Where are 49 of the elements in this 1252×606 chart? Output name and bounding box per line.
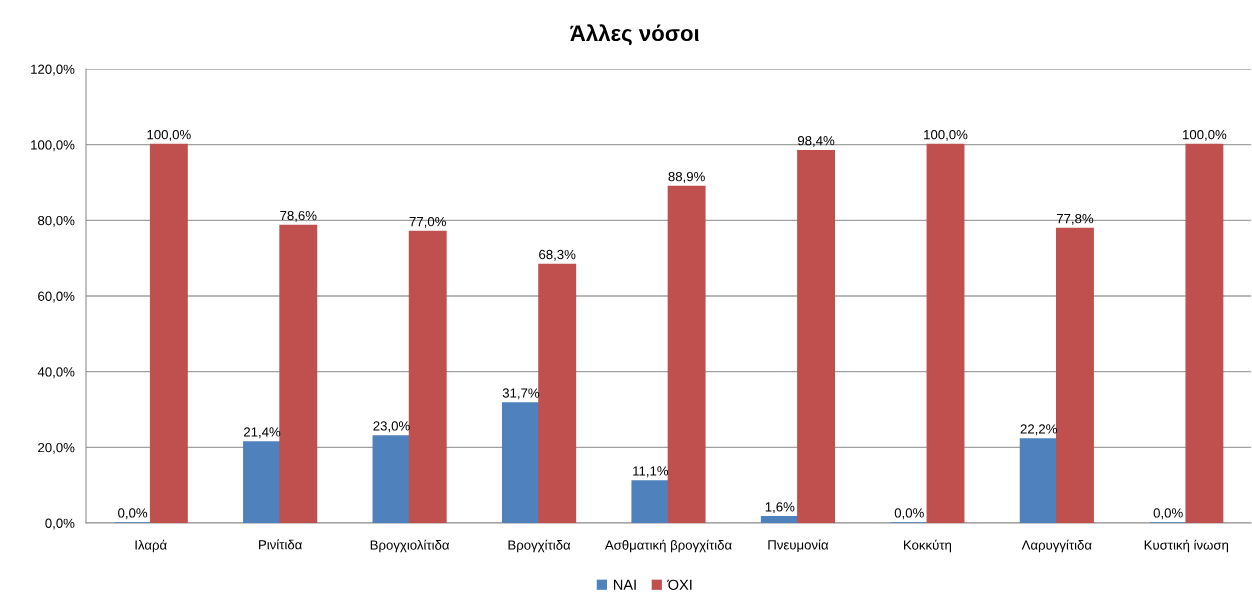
legend-label: ΝΑΙ <box>613 579 636 590</box>
bar <box>631 480 670 523</box>
legend-label: ΌΧΙ <box>667 579 692 590</box>
bar <box>1185 143 1224 523</box>
data-label: 0,0% <box>894 508 924 520</box>
data-label: 31,7% <box>502 388 540 400</box>
bar <box>926 143 965 523</box>
x-tick-label: Βρογχίτιδα <box>508 539 571 553</box>
bar <box>279 224 318 523</box>
chart-title: Άλλες νόσοι <box>570 24 699 46</box>
x-tick-label: Ιλαρά <box>135 539 167 553</box>
y-tick-label: 80,0% <box>38 215 75 227</box>
bar <box>667 185 706 523</box>
x-tick-label: Ασθματική βρογχίτιδα <box>604 539 732 553</box>
bar <box>372 435 411 523</box>
data-label: 88,9% <box>668 171 705 183</box>
data-label: 0,0% <box>118 508 148 520</box>
data-label: 100,0% <box>1183 129 1227 141</box>
data-label: 0,0% <box>1153 508 1183 520</box>
data-label: 1,6% <box>765 502 795 514</box>
bar <box>1055 227 1094 523</box>
x-tick-label: Πνευμονία <box>768 539 829 552</box>
bar <box>243 441 282 523</box>
x-tick-label: Κοκκύτη <box>904 539 951 553</box>
data-label: 68,3% <box>539 249 576 261</box>
data-label: 78,6% <box>280 210 317 222</box>
y-tick-label: 120,0% <box>31 64 75 76</box>
bar <box>149 143 188 523</box>
data-label: 100,0% <box>147 129 191 141</box>
data-label: 100,0% <box>924 129 968 141</box>
bar <box>1019 438 1058 523</box>
bar <box>797 149 836 523</box>
x-tick-label: Βρογχιολίτιδα <box>370 539 450 553</box>
x-tick-label: Ρινίτιδα <box>259 539 302 550</box>
data-label: 98,4% <box>797 135 835 147</box>
data-label: 11,1% <box>633 466 669 478</box>
y-tick-label: 20,0% <box>38 442 75 454</box>
data-label: 77,8% <box>1056 213 1094 225</box>
y-tick-label: 0,0% <box>45 518 75 530</box>
y-tick-label: 100,0% <box>31 140 75 152</box>
y-tick-label: 40,0% <box>37 367 75 379</box>
x-tick-label: Λαρυγγίτιδα <box>1021 539 1092 553</box>
data-label: 77,0% <box>409 216 446 228</box>
x-tick-label: Κυστική ίνωση <box>1144 539 1229 553</box>
bar <box>538 263 577 523</box>
bar <box>760 516 799 523</box>
y-tick-label: 60,0% <box>38 291 75 303</box>
bar <box>501 402 540 523</box>
bar <box>408 230 447 523</box>
